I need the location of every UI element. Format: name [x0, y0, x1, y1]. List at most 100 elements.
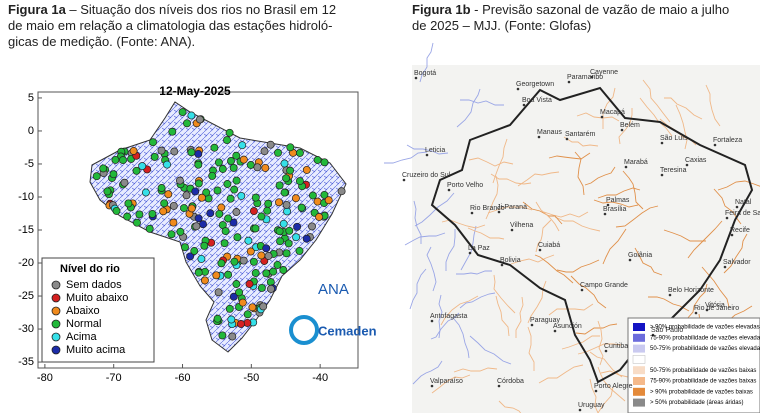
- city-marker: [510, 228, 514, 232]
- legend-label: Abaixo: [66, 305, 100, 317]
- river: [412, 360, 443, 385]
- station-dot: [232, 151, 241, 160]
- station-dot: [213, 314, 222, 323]
- city-label: São Luís: [660, 135, 688, 142]
- station-dot: [215, 209, 224, 218]
- station-dot: [275, 181, 284, 190]
- station-dots: [92, 108, 346, 341]
- y-tick-label: 5: [28, 92, 34, 104]
- station-dot: [275, 198, 283, 207]
- station-dot: [157, 146, 166, 155]
- river: [535, 201, 560, 232]
- city-label: Rio de Janeiro: [694, 305, 739, 312]
- city-marker: [723, 265, 727, 269]
- station-dot: [295, 246, 304, 255]
- river: [535, 219, 552, 253]
- city-label: Brasília: [603, 206, 626, 213]
- y-tick-label: -10: [18, 191, 34, 203]
- station-dot: [230, 185, 239, 194]
- city-marker: [660, 173, 664, 177]
- station-dot: [224, 214, 233, 223]
- legend-swatch: [633, 323, 645, 331]
- city-marker: [414, 76, 418, 80]
- river: [701, 266, 730, 308]
- city-marker: [530, 323, 534, 327]
- cemaden-icon: [289, 315, 319, 345]
- legend-label: Muito abaixo: [66, 292, 128, 304]
- station-dot: [221, 227, 230, 236]
- city-label: Teresina: [660, 167, 687, 174]
- city-marker: [730, 233, 734, 237]
- station-dot: [225, 128, 234, 137]
- river: [431, 374, 471, 394]
- river: [404, 232, 446, 246]
- station-dot: [259, 302, 268, 311]
- city-label: Porto Alegre: [594, 383, 633, 390]
- city-label: Macapá: [600, 109, 625, 116]
- city-marker: [516, 87, 520, 91]
- station-dot: [160, 199, 169, 208]
- station-dot: [149, 138, 157, 147]
- station-dot: [291, 194, 300, 203]
- river: [717, 180, 760, 191]
- station-dot: [262, 269, 271, 278]
- station-dot: [233, 233, 242, 242]
- river: [687, 220, 723, 259]
- station-dot: [282, 174, 291, 183]
- city-label: Bogotá: [414, 70, 436, 77]
- station-dot: [264, 252, 273, 260]
- station-dot: [267, 284, 275, 293]
- station-dot: [239, 256, 248, 265]
- river: [493, 274, 516, 314]
- station-dot: [228, 332, 237, 341]
- river: [384, 151, 428, 164]
- station-dot: [263, 206, 272, 215]
- city-marker: [430, 319, 434, 323]
- station-dot: [187, 204, 196, 213]
- station-dot: [238, 141, 247, 150]
- station-dot: [274, 148, 282, 157]
- station-dot: [308, 191, 317, 200]
- river: [527, 280, 547, 324]
- station-dot: [337, 187, 346, 196]
- caption-line: gicas de medição. (Fonte: ANA).: [8, 34, 196, 49]
- station-dot: [251, 224, 260, 233]
- city-label: Uruguay: [578, 402, 605, 409]
- station-dot: [302, 234, 311, 243]
- legend-label: 75-90% probabilidade de vazões elevadas: [650, 335, 760, 341]
- river: [622, 170, 644, 210]
- station-dot: [197, 193, 206, 202]
- station-dot: [178, 108, 187, 117]
- station-dot: [243, 318, 252, 327]
- station-dot: [181, 243, 189, 252]
- city-label: Vitória: [705, 302, 725, 309]
- city-label: Valparaíso: [430, 378, 463, 385]
- river: [597, 320, 604, 366]
- river: [534, 254, 574, 284]
- caption-line: de maio em relação a climatologia das es…: [8, 18, 333, 33]
- y-tick-label: -25: [18, 290, 34, 302]
- y-tick-label: -30: [18, 323, 34, 335]
- river: [597, 386, 614, 413]
- river: [663, 229, 706, 242]
- river: [575, 323, 618, 335]
- station-dot: [194, 149, 203, 158]
- legend-swatch: [51, 332, 61, 342]
- legend-label: 50-75% probabilidade de vazões baixas: [650, 368, 756, 374]
- legend-swatch: [633, 344, 645, 353]
- city-marker: [624, 165, 628, 169]
- station-dot: [138, 162, 147, 171]
- station-dot: [244, 236, 253, 245]
- station-dot: [159, 207, 168, 216]
- station-dot: [214, 158, 223, 167]
- river: [468, 157, 514, 167]
- station-dot: [164, 190, 173, 199]
- river: [453, 318, 470, 359]
- station-dot: [246, 247, 255, 256]
- river: [445, 229, 456, 271]
- city-label: Manaus: [537, 129, 562, 136]
- city-marker: [628, 258, 632, 262]
- station-dot: [180, 204, 188, 213]
- legend-swatch: [633, 387, 645, 396]
- station-dot: [218, 331, 227, 340]
